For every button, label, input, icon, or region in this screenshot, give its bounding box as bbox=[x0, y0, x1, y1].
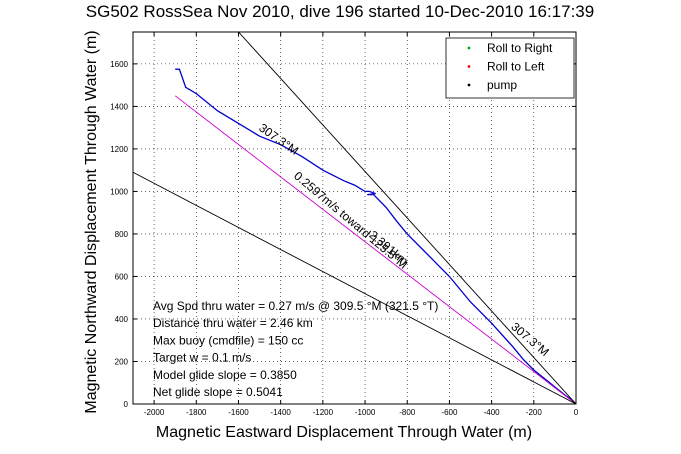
y-tick-label: 0 bbox=[124, 400, 129, 409]
stat-line: Max buoy (cmdfile) = 150 cc bbox=[153, 333, 303, 347]
y-tick-label: 800 bbox=[115, 230, 129, 239]
legend-label: Roll to Left bbox=[487, 60, 545, 74]
x-tick-label: -800 bbox=[399, 408, 416, 417]
x-tick-label: -1400 bbox=[270, 408, 291, 417]
legend-box bbox=[445, 37, 575, 99]
legend-marker bbox=[467, 65, 471, 68]
legend-label: pump bbox=[487, 78, 517, 92]
stat-line: Distance thru water = 2.46 km bbox=[153, 316, 313, 330]
x-tick-label: 0 bbox=[574, 408, 579, 417]
y-tick-label: 1600 bbox=[110, 60, 128, 69]
series-line-1 bbox=[174, 95, 576, 404]
y-tick-label: 200 bbox=[115, 357, 129, 366]
legend-marker bbox=[467, 83, 471, 87]
y-tick-label: 1400 bbox=[110, 102, 128, 111]
series-line-0 bbox=[175, 68, 576, 404]
y-tick-label: 600 bbox=[115, 272, 129, 281]
axis-ticks: -2000 -1800 -1600 -1400 -1200 -1000 -800 -600 -4… bbox=[110, 32, 579, 417]
x-tick-label: -1000 bbox=[355, 408, 376, 417]
series-line-3 bbox=[238, 32, 576, 404]
series-line-2 bbox=[133, 171, 576, 404]
x-tick-label: -1800 bbox=[186, 408, 207, 417]
stat-line: Model glide slope = 0.3850 bbox=[153, 368, 297, 382]
x-tick-label: -2000 bbox=[144, 408, 165, 417]
chart-title: SG502 RossSea Nov 2010, dive 196 started… bbox=[86, 2, 594, 21]
stat-line: Net glide slope = 0.5041 bbox=[153, 385, 283, 399]
plot-frame bbox=[132, 31, 577, 405]
y-tick-label: 1200 bbox=[110, 145, 128, 154]
x-tick-label: -400 bbox=[484, 408, 501, 417]
legend-label: Roll to Right bbox=[487, 41, 553, 55]
legend-marker bbox=[467, 46, 471, 50]
x-tick-label: -200 bbox=[526, 408, 543, 417]
y-axis-label: Magnetic Northward Displacement Through … bbox=[83, 30, 100, 413]
y-tick-label: 400 bbox=[115, 315, 129, 324]
x-tick-label: -1600 bbox=[228, 408, 249, 417]
stat-line: Target w = 0.1 m/s bbox=[153, 351, 251, 365]
legend: Roll to Right Roll to Left pump bbox=[445, 37, 575, 99]
x-tick-label: -600 bbox=[441, 408, 458, 417]
stat-line: Avg Spd thru water = 0.27 m/s @ 309.5 °M… bbox=[153, 299, 438, 313]
data-series bbox=[133, 32, 576, 404]
y-tick-label: 1000 bbox=[110, 187, 128, 196]
x-tick-label: -1200 bbox=[313, 408, 334, 417]
x-axis-label: Magnetic Eastward Displacement Through W… bbox=[156, 424, 532, 441]
stats-box: Avg Spd thru water = 0.27 m/s @ 309.5 °M… bbox=[153, 299, 438, 399]
